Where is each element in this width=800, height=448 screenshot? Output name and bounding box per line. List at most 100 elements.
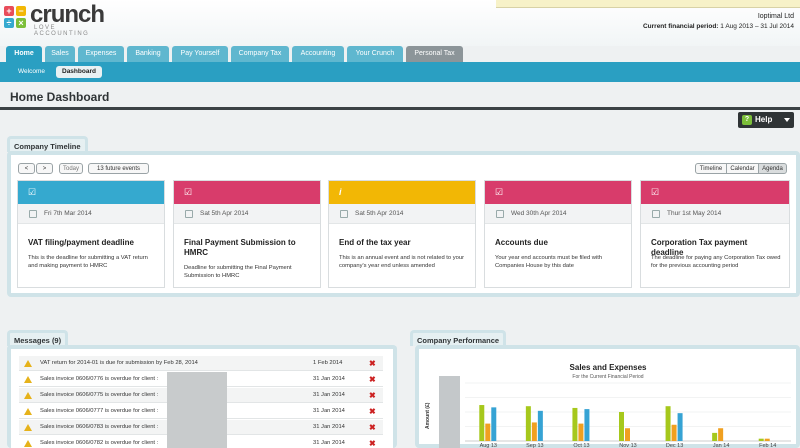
tab-company-tax[interactable]: Company Tax [231, 46, 289, 62]
sales-expenses-chart: Sales and Expenses For the Current Finan… [425, 363, 791, 448]
checkbox-icon: ☑ [495, 187, 504, 197]
checkbox-icon: ☑ [28, 187, 37, 197]
timeline-card[interactable]: ☑ Thur 1st May 2014 Corporation Tax paym… [640, 180, 790, 288]
chart-bar[interactable] [531, 422, 537, 441]
message-text: Sales invoice 0606/0777 is overdue for c… [40, 408, 159, 414]
calendar-icon [185, 210, 193, 218]
help-button[interactable]: ? Help [738, 112, 794, 128]
delete-icon[interactable]: ✖ [369, 407, 376, 416]
tab-personal-tax[interactable]: Personal Tax [406, 46, 463, 62]
message-date: 31 Jan 2014 [313, 408, 345, 414]
page-title: Home Dashboard [10, 90, 110, 104]
tab-sales[interactable]: Sales [45, 46, 75, 62]
warning-icon [24, 392, 32, 399]
calendar-icon [652, 210, 660, 218]
performance-panel: Sales and Expenses For the Current Finan… [415, 345, 800, 448]
chart-bar[interactable] [764, 438, 770, 441]
logo-word: crunch [30, 1, 105, 28]
card-description: This is an annual event and is not relat… [339, 255, 465, 269]
chart-bar[interactable] [718, 428, 724, 441]
chart-bar[interactable] [677, 413, 683, 441]
tab-banking[interactable]: Banking [127, 46, 169, 62]
chart-bar[interactable] [537, 410, 543, 441]
chevron-down-icon [784, 118, 790, 122]
help-label: Help [755, 115, 773, 124]
warning-icon [24, 440, 32, 447]
financial-period: Current financial period: 1 Aug 2013 – 3… [643, 23, 794, 30]
x-tick-label: Nov 13 [619, 443, 636, 448]
future-events-button[interactable]: 13 future events [88, 163, 149, 174]
chart-bar[interactable] [671, 424, 677, 441]
timeline-card[interactable]: ☑ Wed 30th Apr 2014 Accounts due Your ye… [484, 180, 632, 288]
chart-bar[interactable] [485, 423, 491, 441]
chart-bar[interactable] [584, 409, 590, 441]
logo-times-icon: × [16, 18, 26, 28]
question-icon: ? [742, 115, 752, 125]
chart-bar[interactable] [665, 406, 671, 441]
message-date: 31 Jan 2014 [313, 392, 345, 398]
card-title: Final Payment Submission to HMRC [184, 238, 296, 257]
tab-accounting[interactable]: Accounting [292, 46, 344, 62]
company-name: Ioptimal Ltd [757, 13, 794, 20]
card-description: Deadline for submitting the Final Paymen… [184, 265, 292, 279]
chart-bar[interactable] [491, 407, 497, 441]
chart-bar[interactable] [479, 405, 485, 441]
messages-heading: Messages (9) [7, 330, 69, 346]
view-timeline-button[interactable]: Timeline [695, 163, 727, 174]
card-date: Sat 5th Apr 2014 [329, 204, 475, 224]
delete-icon[interactable]: ✖ [369, 375, 376, 384]
card-date-text: Sat 5th Apr 2014 [200, 210, 249, 217]
next-button[interactable]: > [36, 163, 53, 174]
message-row[interactable]: VAT return for 2014-01 is due for submis… [19, 356, 383, 371]
tab-your-crunch[interactable]: Your Crunch [347, 46, 403, 62]
logo-plus-icon: + [4, 6, 14, 16]
card-header: i [329, 181, 475, 204]
view-calendar-button[interactable]: Calendar [726, 163, 759, 174]
chart-bar[interactable] [619, 412, 624, 441]
card-title: End of the tax year [339, 238, 411, 247]
chart-bar[interactable] [625, 428, 630, 441]
card-header: ☑ [485, 181, 631, 204]
message-text: VAT return for 2014-01 is due for submis… [40, 360, 198, 366]
delete-icon[interactable]: ✖ [369, 359, 376, 368]
delete-icon[interactable]: ✖ [369, 423, 376, 432]
chart-bar[interactable] [572, 407, 578, 441]
chart-bar[interactable] [578, 423, 584, 441]
delete-icon[interactable]: ✖ [369, 391, 376, 400]
card-date-text: Wed 30th Apr 2014 [511, 210, 567, 217]
prev-button[interactable]: < [18, 163, 35, 174]
x-tick-label: Dec 13 [666, 443, 683, 448]
crunch-logo[interactable]: + − ÷ × crunch LOVE ACCOUNTING [4, 1, 114, 37]
message-text: Sales invoice 0606/0776 is overdue for c… [40, 376, 159, 382]
card-description: Your year end accounts must be filed wit… [495, 255, 603, 269]
view-agenda-button[interactable]: Agenda [758, 163, 787, 174]
warning-icon [24, 376, 32, 383]
subtab-welcome[interactable]: Welcome [18, 68, 45, 75]
timeline-card[interactable]: i Sat 5th Apr 2014 End of the tax year T… [328, 180, 476, 288]
tab-expenses[interactable]: Expenses [78, 46, 124, 62]
chart-ylabel: Amount (£) [425, 402, 431, 429]
delete-icon[interactable]: ✖ [369, 439, 376, 448]
subtab-dashboard[interactable]: Dashboard [56, 66, 102, 78]
chart-bar[interactable] [525, 406, 531, 441]
message-text: Sales invoice 0606/0783 is overdue for c… [40, 424, 159, 430]
today-button[interactable]: Today [59, 163, 83, 174]
chart-ylabel-band [439, 376, 460, 448]
card-date-text: Sat 5th Apr 2014 [355, 210, 404, 217]
message-date: 31 Jan 2014 [313, 440, 345, 446]
x-tick-label: Jan 14 [713, 443, 730, 448]
card-description: The deadline for paying any Corporation … [651, 255, 781, 269]
x-tick-label: Aug 13 [480, 443, 497, 448]
tab-home[interactable]: Home [6, 46, 42, 62]
warning-icon [24, 424, 32, 431]
chart-bar[interactable] [758, 438, 764, 441]
x-tick-label: Sep 13 [526, 443, 543, 448]
message-row[interactable]: Sales invoice 0606/0782 is overdue for c… [19, 436, 383, 448]
timeline-card[interactable]: ☑ Fri 7th Mar 2014 VAT filing/payment de… [17, 180, 165, 288]
chart-xticks: Aug 13 Sep 13 Oct 13 Nov 13 Dec 13 Jan 14 Feb … [480, 443, 777, 448]
timeline-card[interactable]: ☑ Sat 5th Apr 2014 Final Payment Submiss… [173, 180, 321, 288]
tab-pay-yourself[interactable]: Pay Yourself [172, 46, 228, 62]
info-icon: i [339, 187, 342, 197]
chart-bar[interactable] [712, 432, 718, 441]
logo-minus-icon: − [16, 6, 26, 16]
